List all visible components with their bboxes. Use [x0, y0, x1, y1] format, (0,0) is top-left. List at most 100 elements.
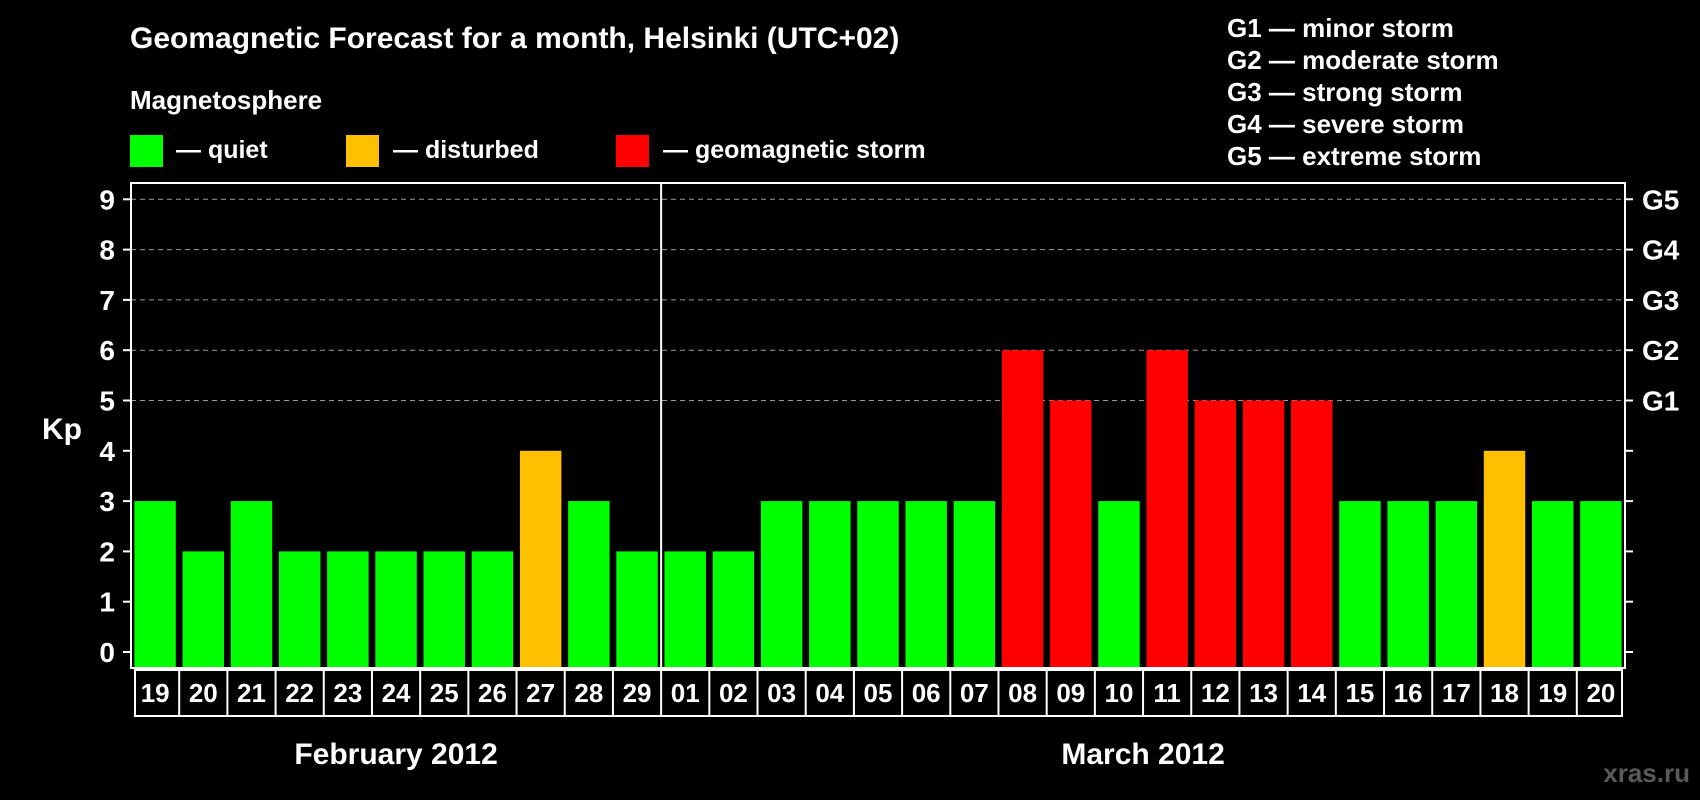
g-level-label: G1 [1642, 386, 1679, 417]
bar [423, 551, 465, 667]
y-tick-label: 1 [99, 587, 115, 618]
day-label: 06 [912, 678, 941, 708]
day-label: 11 [1153, 678, 1181, 708]
color-legend: — quiet — disturbed — geomagnetic storm [130, 135, 926, 167]
bar [905, 501, 947, 667]
day-label: 20 [1586, 678, 1615, 708]
y-tick-label: 2 [99, 536, 115, 567]
legend-label-quiet: — quiet [176, 136, 268, 164]
bar [327, 551, 369, 667]
day-label: 19 [1538, 678, 1567, 708]
storm-legend-g4: G4 — severe storm [1227, 109, 1464, 139]
bar [1339, 501, 1381, 667]
chart-title: Geomagnetic Forecast for a month, Helsin… [130, 22, 899, 55]
bar [1001, 350, 1044, 667]
bar [1098, 501, 1140, 667]
day-label: 07 [960, 678, 989, 708]
bar [1146, 350, 1188, 667]
bar [1435, 501, 1478, 667]
bar [664, 551, 706, 667]
day-label: 18 [1490, 678, 1519, 708]
bar [1291, 400, 1333, 667]
legend-swatch-disturbed [346, 135, 379, 167]
bar [712, 551, 755, 667]
y-tick-label: 5 [99, 386, 115, 417]
bars [134, 350, 1622, 667]
day-label: 03 [767, 678, 796, 708]
day-label: 05 [864, 678, 893, 708]
bar [760, 501, 803, 667]
bar [471, 551, 514, 667]
storm-scale-legend: G1 — minor storm G2 — moderate storm G3 … [1227, 13, 1499, 171]
day-label: 02 [719, 678, 748, 708]
y-tick-label: 6 [99, 335, 115, 366]
day-label: 17 [1442, 678, 1471, 708]
bar [375, 551, 417, 667]
y-tick-label: 3 [99, 486, 115, 517]
chart-subtitle: Magnetosphere [130, 85, 322, 115]
month-label: February 2012 [294, 738, 497, 771]
day-label: 09 [1056, 678, 1085, 708]
legend-label-storm: — geomagnetic storm [663, 136, 926, 164]
bar [857, 501, 899, 667]
legend-swatch-storm [616, 135, 649, 167]
g-level-label: G4 [1642, 235, 1680, 266]
bar [1531, 501, 1574, 667]
day-label: 13 [1249, 678, 1278, 708]
day-label: 23 [333, 678, 362, 708]
bar [230, 501, 273, 667]
bar [568, 501, 610, 667]
g-level-label: G3 [1642, 285, 1679, 316]
day-label: 21 [237, 678, 266, 708]
g-level-label: G2 [1642, 335, 1679, 366]
day-label: 26 [478, 678, 507, 708]
day-label: 24 [382, 678, 411, 708]
y-tick-label: 9 [99, 184, 115, 215]
bar [278, 551, 321, 667]
y-axis-label: Kp [42, 413, 82, 446]
day-label: 16 [1394, 678, 1423, 708]
day-label: 14 [1297, 678, 1326, 708]
day-label: 19 [141, 678, 170, 708]
day-label: 08 [1008, 678, 1037, 708]
storm-legend-g1: G1 — minor storm [1227, 13, 1454, 43]
bar [1194, 400, 1237, 667]
grid-lines [131, 198, 1625, 401]
bar [809, 501, 851, 667]
month-label: March 2012 [1061, 738, 1224, 771]
day-label: 10 [1105, 678, 1134, 708]
bar [616, 551, 658, 667]
bar [182, 551, 225, 667]
plot-frame [130, 182, 1626, 669]
bar [1483, 450, 1526, 667]
legend-swatch-quiet [130, 135, 163, 167]
day-label: 27 [526, 678, 555, 708]
day-label: 12 [1201, 678, 1230, 708]
day-label: 15 [1345, 678, 1374, 708]
g-level-label: G5 [1642, 184, 1679, 215]
legend-label-disturbed: — disturbed [393, 136, 539, 164]
day-label: 22 [285, 678, 314, 708]
bar [519, 450, 562, 667]
bar [1050, 400, 1092, 667]
bar [953, 501, 996, 667]
day-label: 25 [430, 678, 459, 708]
day-label: 01 [671, 678, 700, 708]
y-tick-label: 0 [99, 637, 115, 668]
storm-legend-g2: G2 — moderate storm [1227, 45, 1499, 75]
day-label-frame [134, 669, 1623, 717]
bar [1242, 400, 1285, 667]
day-label: 29 [623, 678, 652, 708]
y-tick-label: 7 [99, 285, 115, 316]
day-label: 04 [815, 678, 844, 708]
storm-legend-g5: G5 — extreme storm [1227, 141, 1481, 171]
bar [1580, 501, 1622, 667]
y-tick-label: 8 [99, 235, 115, 266]
day-label: 28 [574, 678, 603, 708]
storm-legend-g3: G3 — strong storm [1227, 77, 1462, 107]
axes [123, 182, 1633, 717]
bar [1387, 501, 1429, 667]
watermark: xras.ru [1603, 758, 1690, 788]
